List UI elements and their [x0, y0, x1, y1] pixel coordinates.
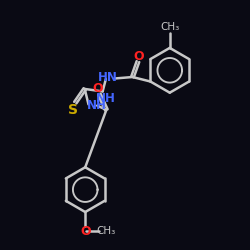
Text: NH: NH: [87, 99, 107, 112]
Text: CH₃: CH₃: [96, 226, 115, 236]
Text: CH₃: CH₃: [160, 22, 180, 32]
Text: NH: NH: [96, 92, 116, 105]
Text: O: O: [134, 50, 144, 63]
Text: O: O: [80, 225, 90, 238]
Text: S: S: [68, 102, 78, 117]
Text: HN: HN: [98, 70, 117, 84]
Text: O: O: [93, 82, 104, 96]
